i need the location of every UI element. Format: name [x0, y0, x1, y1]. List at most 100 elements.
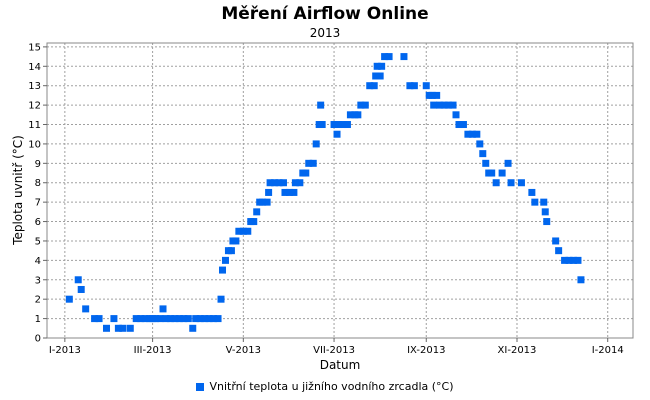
data-point	[156, 315, 164, 323]
data-point	[378, 62, 386, 70]
data-point	[317, 101, 325, 109]
x-tick-label: I-2013	[49, 345, 81, 356]
data-point	[476, 140, 484, 148]
y-tick-label: 8	[35, 178, 41, 189]
data-point	[385, 53, 393, 61]
y-tick-label: 15	[28, 42, 41, 53]
data-point	[192, 315, 200, 323]
data-point	[343, 121, 351, 129]
x-axis: I-2013 III-2013 V-2013 VII-2013 IX-2013 XI-20…	[49, 338, 624, 356]
data-point	[302, 169, 310, 177]
data-point	[279, 179, 287, 187]
x-axis-title: Datum	[320, 358, 361, 372]
data-point	[281, 188, 289, 196]
data-point	[232, 237, 240, 245]
data-point	[263, 198, 271, 206]
data-point	[102, 324, 110, 332]
y-tick-label: 6	[35, 217, 41, 228]
data-point	[430, 101, 438, 109]
data-point	[309, 159, 317, 167]
y-tick-label: 9	[35, 159, 41, 170]
data-point	[479, 150, 487, 158]
data-point	[468, 130, 476, 138]
y-tick-label: 5	[35, 236, 41, 247]
data-point	[565, 256, 573, 264]
data-point	[275, 179, 283, 187]
data-point	[361, 101, 369, 109]
data-point	[488, 169, 496, 177]
data-point	[171, 315, 179, 323]
data-point	[449, 101, 457, 109]
data-point	[541, 208, 549, 216]
data-point	[91, 315, 99, 323]
data-point	[114, 324, 122, 332]
data-point	[196, 315, 204, 323]
y-tick-label: 1	[35, 314, 41, 325]
data-point	[291, 179, 299, 187]
data-point	[357, 101, 365, 109]
data-point	[354, 111, 362, 119]
data-point	[555, 247, 563, 255]
data-point	[445, 101, 453, 109]
data-point	[305, 159, 313, 167]
data-point	[250, 218, 258, 226]
data-point	[253, 208, 261, 216]
data-point	[482, 159, 490, 167]
y-tick-label: 2	[35, 295, 41, 306]
data-point	[166, 315, 174, 323]
legend-label: Vnitřní teplota u jižního vodního zrcadl…	[209, 380, 454, 393]
chart-subtitle: 2013	[309, 26, 341, 40]
data-point	[77, 285, 85, 293]
data-point	[239, 227, 247, 235]
data-point	[366, 82, 374, 90]
data-point	[214, 315, 222, 323]
data-point	[507, 179, 515, 187]
data-point	[221, 256, 229, 264]
data-point	[561, 256, 569, 264]
chart-title: Měření Airflow Online	[221, 4, 429, 24]
data-point	[543, 218, 551, 226]
data-point	[452, 111, 460, 119]
data-point	[95, 315, 103, 323]
data-point	[244, 227, 252, 235]
data-point	[504, 159, 512, 167]
data-point	[531, 198, 539, 206]
data-point	[318, 121, 326, 129]
data-point	[330, 121, 338, 129]
x-tick-label: I-2014	[592, 345, 624, 356]
data-point	[259, 198, 267, 206]
data-point	[473, 130, 481, 138]
data-point	[376, 72, 384, 80]
data-point	[577, 276, 585, 284]
data-point	[517, 179, 525, 187]
data-point	[570, 256, 578, 264]
data-point	[372, 72, 380, 80]
data-point	[459, 121, 467, 129]
legend-swatch	[196, 383, 205, 391]
data-point	[180, 315, 188, 323]
data-point	[201, 315, 209, 323]
x-tick-label: XI-2013	[498, 345, 537, 356]
data-point	[210, 315, 218, 323]
y-tick-label: 14	[28, 62, 41, 73]
data-point	[184, 315, 192, 323]
x-tick-label: III-2013	[134, 345, 172, 356]
data-point	[464, 130, 472, 138]
data-point	[381, 53, 389, 61]
data-point	[152, 315, 160, 323]
x-tick-label: IX-2013	[407, 345, 445, 356]
data-point	[271, 179, 279, 187]
data-point	[373, 62, 381, 70]
data-point	[265, 188, 273, 196]
data-point	[266, 179, 274, 187]
data-point	[290, 188, 298, 196]
y-tick-label: 0	[35, 334, 41, 345]
data-point	[162, 315, 170, 323]
y-tick-label: 3	[35, 275, 41, 286]
data-point	[406, 82, 414, 90]
data-point	[110, 315, 118, 323]
data-point	[141, 315, 149, 323]
data-point	[422, 82, 430, 90]
